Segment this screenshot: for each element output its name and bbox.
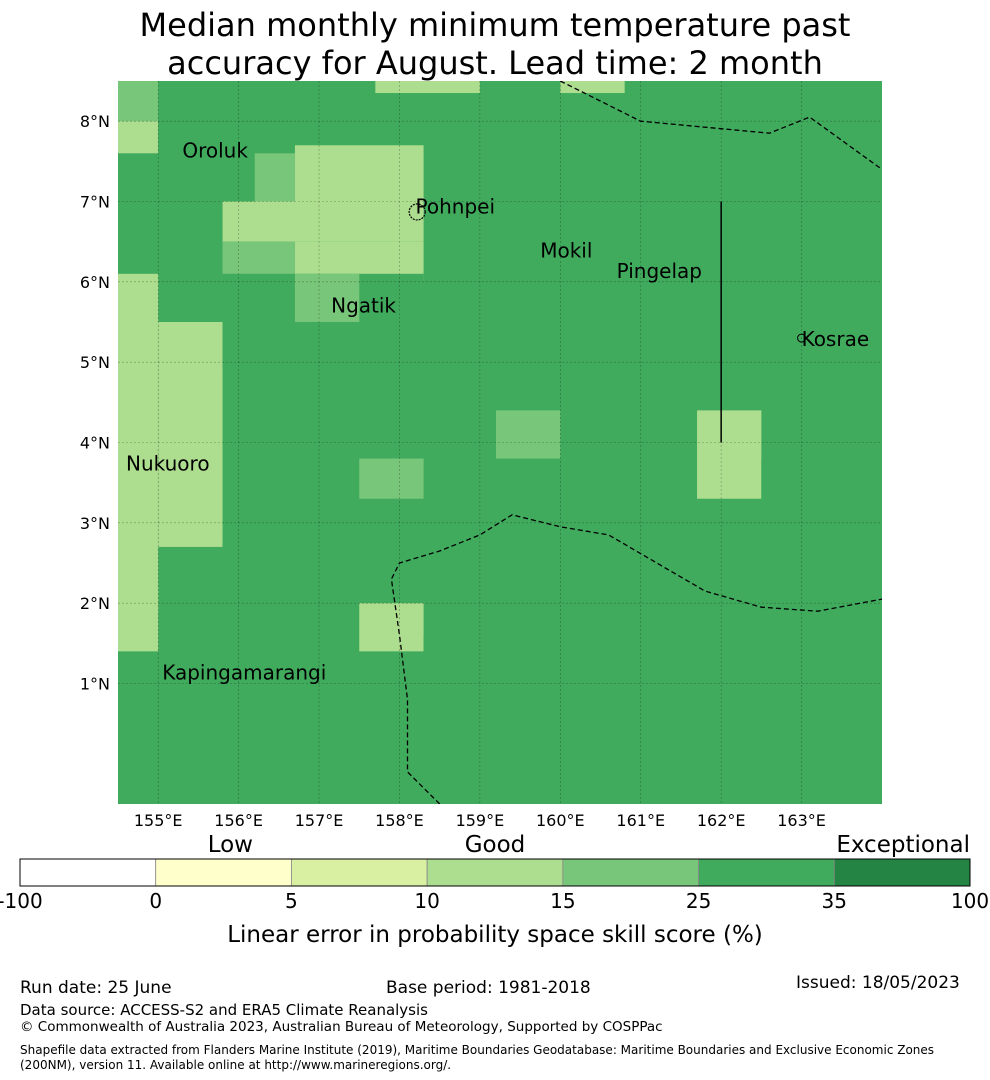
skill-cell xyxy=(359,458,424,499)
skill-cell xyxy=(560,81,625,94)
title-line-2: accuracy for August. Lead time: 2 month xyxy=(167,44,823,82)
skill-cell xyxy=(761,458,882,499)
place-label: Nukuoro xyxy=(126,452,210,476)
data-source: Data source: ACCESS-S2 and ERA5 Climate … xyxy=(20,1001,428,1019)
skill-cell xyxy=(118,121,159,154)
lon-tick-label: 158°E xyxy=(375,811,424,830)
lat-tick-label: 4°N xyxy=(80,434,110,453)
copyright: © Commonwealth of Australia 2023, Austra… xyxy=(20,1019,663,1035)
lat-tick-label: 1°N xyxy=(80,675,110,694)
lat-tick-label: 6°N xyxy=(80,273,110,292)
skill-cell xyxy=(560,241,625,274)
lon-tick-label: 163°E xyxy=(777,811,826,830)
pohnpei-island-outline xyxy=(408,203,426,221)
lat-tick-label: 3°N xyxy=(80,514,110,533)
skill-cell xyxy=(222,241,295,274)
skill-score-map: Oroluk Pohnpei Mokil Pingelap Ngatik Kosrae Nu… xyxy=(80,81,882,830)
colorbar-tick-label: 35 xyxy=(822,889,847,913)
colorbar-segment xyxy=(155,858,292,887)
map-plot-area: Oroluk Pohnpei Mokil Pingelap Ngatik Kosrae Nu… xyxy=(118,81,882,804)
skill-cell xyxy=(222,635,295,684)
lon-tick-label: 155°E xyxy=(134,811,183,830)
skill-cell xyxy=(495,410,561,459)
lon-tick-label: 157°E xyxy=(295,811,344,830)
skill-cell xyxy=(222,763,424,804)
lon-tick-label: 159°E xyxy=(456,811,505,830)
colorbar-tick-label: 0 xyxy=(149,889,162,913)
skill-cell xyxy=(118,273,159,612)
lon-tick-label: 160°E xyxy=(536,811,585,830)
issued-date: Issued: 18/05/2023 xyxy=(796,973,960,993)
colorbar-segment xyxy=(291,858,428,887)
lon-tick-label: 161°E xyxy=(616,811,665,830)
eez-boundary xyxy=(390,514,882,804)
place-label: Oroluk xyxy=(182,138,248,162)
shapefile-credit-line-1: Shapefile data extracted from Flanders M… xyxy=(20,1043,935,1057)
run-date: Run date: 25 June xyxy=(20,978,172,998)
colorbar-category-label: Good xyxy=(465,832,526,858)
skill-cell xyxy=(560,410,625,539)
skill-cell xyxy=(158,683,360,764)
skill-cell xyxy=(359,699,424,764)
colorbar-tick-label: 10 xyxy=(414,889,439,913)
lat-tick-label: 5°N xyxy=(80,353,110,372)
colorbar-segment xyxy=(562,858,699,887)
place-label: Kapingamarangi xyxy=(162,660,326,684)
lon-tick-label: 162°E xyxy=(697,811,746,830)
colorbar-tick-label: 15 xyxy=(550,889,575,913)
place-label: Pingelap xyxy=(617,259,702,283)
skill-cell xyxy=(158,81,223,122)
colorbar-segment xyxy=(19,858,157,887)
lat-tick-label: 2°N xyxy=(80,594,110,613)
colorbar-tick-label: 25 xyxy=(686,889,711,913)
place-label: Ngatik xyxy=(331,293,396,317)
colorbar-segment xyxy=(833,858,971,887)
skill-cell xyxy=(294,145,424,202)
skill-cell xyxy=(158,322,223,547)
skill-cell xyxy=(222,201,424,242)
skill-cell xyxy=(359,603,424,652)
shapefile-credit-line-2: (200NM), version 11. Available online at… xyxy=(20,1058,452,1072)
skill-cell xyxy=(222,538,295,580)
colorbar-tick-label: 100 xyxy=(951,889,989,913)
skill-cell xyxy=(697,410,762,499)
map-title: Median monthly minimum temperature past … xyxy=(0,6,990,82)
lat-tick-label: 7°N xyxy=(80,193,110,212)
kosrae-island-outline xyxy=(797,333,807,343)
skill-cell xyxy=(294,273,360,322)
title-line-1: Median monthly minimum temperature past xyxy=(139,6,851,44)
colorbar-border xyxy=(19,858,971,887)
colorbar-category-label: Low xyxy=(208,832,253,858)
colorbar-tick-label: 5 xyxy=(285,889,298,913)
skill-colorbar: -100 0 5 10 15 25 35 100 Low Good Exceptional Linea… xyxy=(0,832,989,948)
skill-cell xyxy=(423,635,496,684)
base-period: Base period: 1981-2018 xyxy=(386,978,591,998)
lon-tick-label: 156°E xyxy=(214,811,263,830)
eez-boundary xyxy=(560,81,882,170)
colorbar-title: Linear error in probability space skill … xyxy=(227,922,763,948)
skill-cell xyxy=(118,81,159,122)
skill-cell xyxy=(158,121,295,154)
colorbar-segment xyxy=(698,858,835,887)
skill-cell xyxy=(118,587,159,652)
place-label: Mokil xyxy=(540,239,592,263)
colorbar-tick-label: -100 xyxy=(0,889,43,913)
place-label: Kosrae xyxy=(802,327,870,351)
skill-cell xyxy=(375,81,480,94)
skill-cell xyxy=(158,153,223,202)
skill-cell xyxy=(825,659,882,700)
lat-tick-label: 8°N xyxy=(80,112,110,131)
colorbar-category-label: Exceptional xyxy=(836,832,970,858)
skill-cell xyxy=(254,153,295,202)
place-label: Pohnpei xyxy=(416,195,496,219)
colorbar-segment xyxy=(426,858,564,887)
skill-cell xyxy=(624,145,698,274)
